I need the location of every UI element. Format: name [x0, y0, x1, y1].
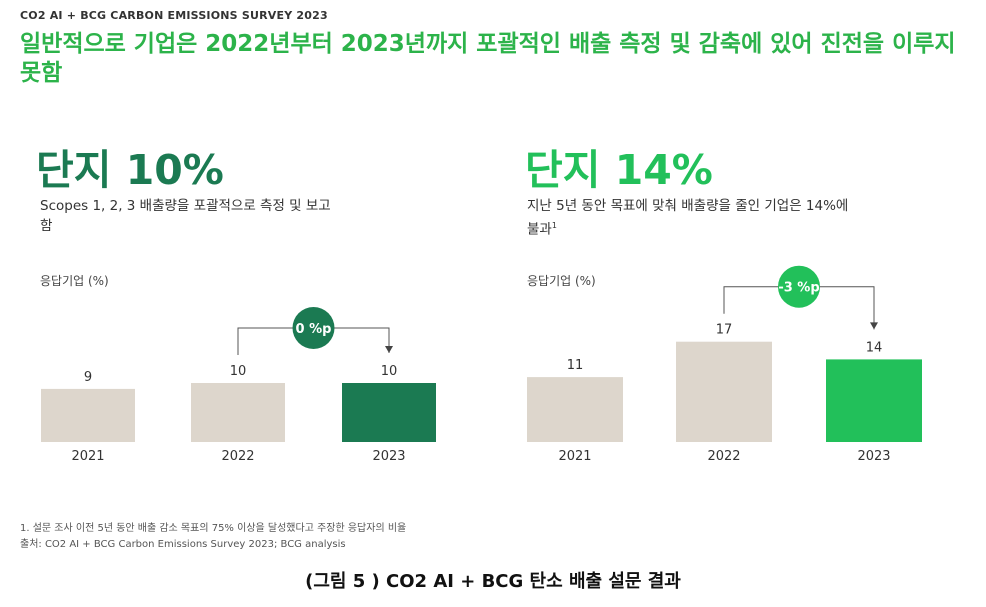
right-change-arrowhead [870, 322, 878, 330]
right-big-stat: 단지 14% [525, 146, 713, 194]
left-value-label-2021: 9 [84, 370, 92, 385]
left-bar-2022 [191, 383, 285, 442]
right-value-label-2021: 11 [567, 358, 584, 373]
left-change-badge [292, 307, 335, 349]
footnote-marker: 1 [551, 221, 557, 230]
footnotes: 1. 설문 조사 이전 5년 동안 배출 감소 목표의 75% 이상을 달성했다… [20, 521, 406, 553]
right-category-label-2023: 2023 [857, 449, 890, 464]
right-category-label-2021: 2021 [558, 449, 591, 464]
page-headline: 일반적으로 기업은 2022년부터 2023년까지 포괄적인 배출 측정 및 감… [20, 31, 956, 86]
left-value-label-2023: 10 [381, 364, 398, 379]
left-big-stat: 단지 10% [36, 146, 224, 194]
right-bar-2023 [826, 359, 922, 442]
left-bar-2021 [41, 388, 135, 442]
left-category-label-2021: 2021 [71, 449, 104, 464]
left-change-arrowhead [385, 346, 393, 353]
right-change-badge [778, 265, 820, 308]
right-value-label-2022: 17 [716, 323, 733, 338]
left-change-badge-label: 0 %p [296, 322, 332, 337]
right-y-axis-label: 응답기업 (%) [527, 274, 596, 288]
right-change-badge-label: -3 %p [778, 281, 819, 296]
survey-eyebrow: CO2 AI + BCG CARBON EMISSIONS SURVEY 202… [20, 9, 328, 22]
left-bar-2023 [342, 383, 436, 442]
right-description: 지난 5년 동안 목표에 맞춰 배출량을 줄인 기업은 14%에 불과1 [527, 196, 857, 240]
left-y-axis-label: 응답기업 (%) [40, 274, 109, 288]
right-category-label-2022: 2022 [707, 449, 740, 464]
source-note: 출처: CO2 AI + BCG Carbon Emissions Survey… [20, 539, 346, 550]
left-value-label-2022: 10 [230, 364, 247, 379]
footnote-1: 1. 설문 조사 이전 5년 동안 배출 감소 목표의 75% 이상을 달성했다… [20, 523, 407, 534]
right-value-label-2023: 14 [866, 340, 883, 355]
left-description: Scopes 1, 2, 3 배출량을 포괄적으로 측정 및 보고함 [40, 198, 331, 234]
right-bar-2021 [527, 377, 623, 442]
left-category-label-2023: 2023 [372, 449, 405, 464]
right-bar-2022 [676, 341, 772, 442]
right-description-text: 지난 5년 동안 목표에 맞춰 배출량을 줄인 기업은 14%에 불과 [527, 198, 849, 238]
left-category-label-2022: 2022 [221, 449, 254, 464]
figure-caption: (그림 5 ) CO2 AI + BCG 탄소 배출 설문 결과 [305, 571, 681, 592]
